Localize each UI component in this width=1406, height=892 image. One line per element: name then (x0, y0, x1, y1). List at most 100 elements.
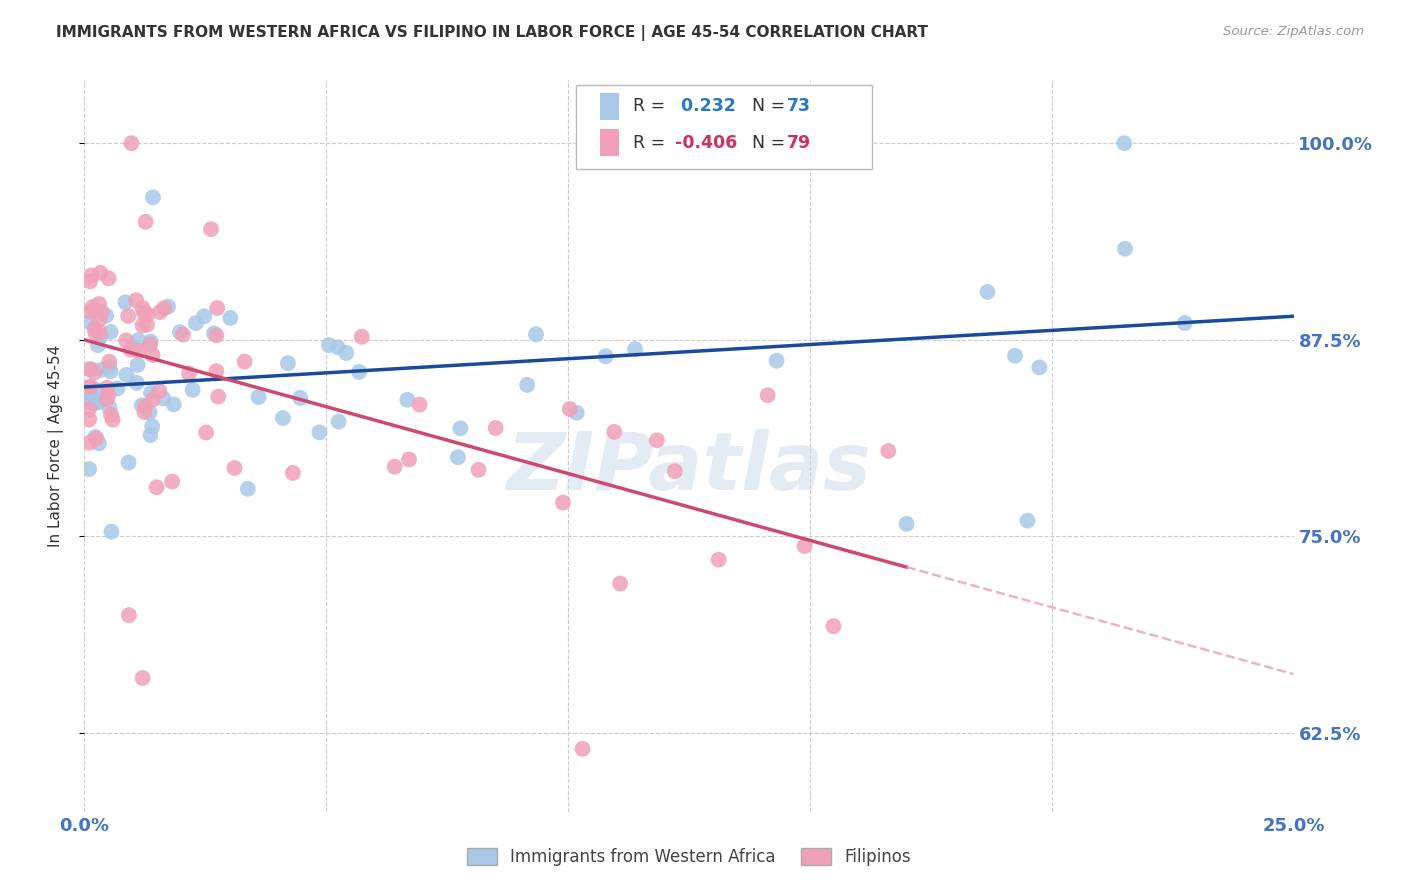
Point (976, 285, 998, 299)
Point (756, 388, 779, 402)
Point (148, 384, 170, 398)
Point (233, 354, 256, 368)
Point (184, 316, 207, 330)
Point (120, 343, 142, 357)
Text: -0.406: -0.406 (675, 134, 737, 152)
Point (141, 348, 163, 362)
Point (115, 334, 138, 348)
Point (624, 342, 647, 356)
Point (707, 552, 730, 566)
Point (141, 419, 163, 434)
Point (142, 190, 165, 204)
Point (82, 300, 104, 314)
Point (77, 392, 100, 406)
Point (122, 340, 145, 354)
Point (79, 274, 101, 288)
Point (139, 334, 162, 349)
Point (793, 539, 815, 553)
Point (118, 608, 141, 623)
Point (207, 390, 229, 404)
Point (135, 215, 157, 229)
Point (1174, 316, 1197, 330)
Point (127, 343, 149, 358)
Point (80, 362, 103, 376)
Point (80, 268, 103, 283)
Point (609, 576, 631, 591)
Point (326, 340, 349, 354)
Point (877, 444, 900, 458)
Point (1017, 514, 1039, 528)
Point (823, 619, 845, 633)
Point (79, 435, 101, 450)
Point (664, 464, 686, 478)
Point (131, 318, 153, 333)
Point (89, 266, 111, 280)
Point (89, 312, 111, 326)
Point (77, 393, 100, 408)
Point (77, 412, 100, 426)
Point (551, 495, 574, 509)
Point (131, 399, 153, 413)
Point (236, 482, 259, 496)
Point (153, 301, 176, 316)
Point (117, 456, 139, 470)
Point (335, 346, 357, 360)
Point (83, 396, 105, 410)
Point (98, 359, 121, 374)
Point (181, 383, 204, 397)
Point (127, 333, 149, 347)
Point (318, 338, 340, 352)
Point (384, 459, 406, 474)
Point (100, 524, 122, 539)
Point (87, 436, 110, 450)
Point (90, 362, 112, 376)
Point (96, 392, 118, 407)
Point (169, 325, 191, 339)
Point (603, 425, 626, 439)
Text: 79: 79 (787, 134, 811, 152)
Point (132, 306, 155, 320)
Point (131, 301, 153, 315)
Point (131, 671, 153, 685)
Point (87, 297, 110, 311)
Point (765, 353, 787, 368)
Point (200, 222, 222, 236)
Point (79, 304, 101, 318)
Point (247, 390, 270, 404)
Text: 73: 73 (787, 97, 811, 115)
Point (205, 364, 228, 378)
Point (139, 337, 162, 351)
Point (145, 480, 167, 494)
Point (149, 305, 172, 319)
Point (100, 364, 122, 378)
Point (77, 315, 100, 329)
Point (98, 401, 121, 415)
Point (125, 293, 148, 308)
Point (77, 401, 100, 416)
Point (160, 475, 183, 489)
Point (100, 408, 122, 422)
Point (79, 379, 101, 393)
Point (107, 381, 129, 395)
Text: IMMIGRANTS FROM WESTERN AFRICA VS FILIPINO IN LABOR FORCE | AGE 45-54 CORRELATIO: IMMIGRANTS FROM WESTERN AFRICA VS FILIPI… (56, 25, 928, 41)
Point (86, 391, 108, 405)
Point (224, 461, 246, 475)
Point (136, 318, 159, 332)
Text: 0.232: 0.232 (675, 97, 735, 115)
Point (571, 741, 593, 756)
Point (281, 466, 304, 480)
Point (83, 322, 105, 336)
Point (347, 365, 370, 379)
Point (396, 392, 419, 407)
Point (100, 325, 122, 339)
Point (177, 367, 200, 381)
Point (202, 326, 225, 341)
Point (271, 411, 294, 425)
Point (398, 452, 420, 467)
Point (77, 380, 100, 394)
Point (277, 356, 299, 370)
Point (125, 376, 148, 390)
Point (823, 136, 845, 151)
Point (97, 388, 120, 402)
Point (83, 365, 105, 379)
